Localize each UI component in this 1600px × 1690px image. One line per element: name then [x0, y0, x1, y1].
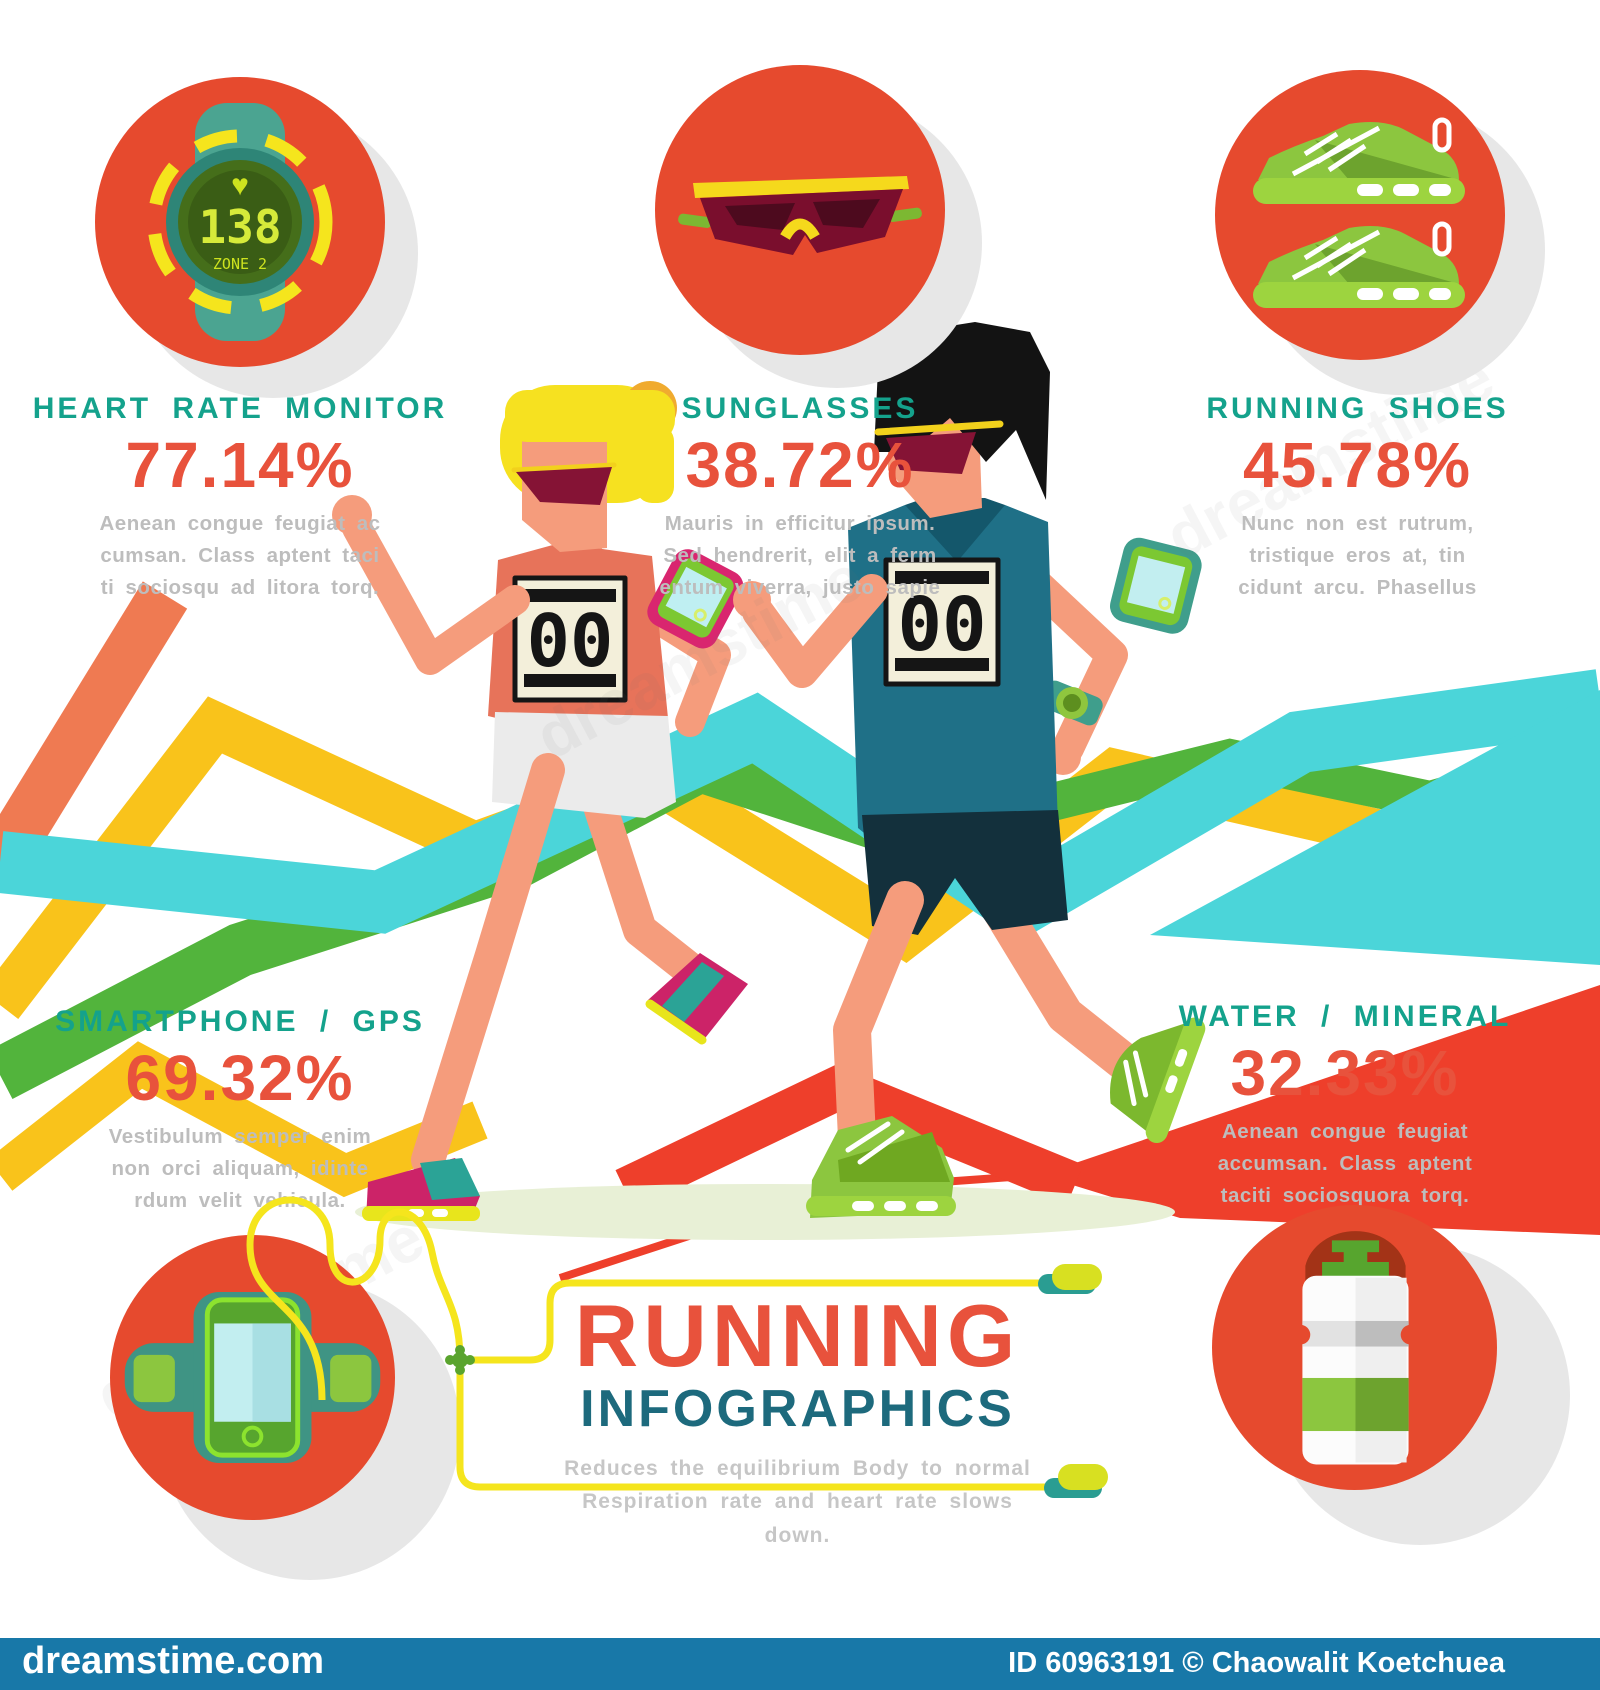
svg-text:00: 00: [527, 599, 614, 683]
sunglasses-icon: [678, 176, 922, 255]
water-circle: [1212, 1205, 1497, 1490]
main-title-subtitle: Reduces the equilibrium Body to normal R…: [564, 1456, 1031, 1547]
feature-title: WATER / MINERAL: [1178, 1000, 1512, 1033]
feature-desc: Mauris in efficitur ipsum. Sed hendrerit…: [659, 512, 941, 599]
feature-title: RUNNING SHOES: [1206, 392, 1509, 425]
feature-water-mineral: WATER / MINERAL 32.33% Aenean congue feu…: [1130, 1000, 1560, 1211]
feature-heart-rate: HEART RATE MONITOR 77.14% Aenean congue …: [20, 392, 460, 603]
feature-value: 77.14%: [125, 429, 355, 501]
feature-running-shoes: RUNNING SHOES 45.78% Nunc non est rutrum…: [1150, 392, 1565, 603]
heart-rate-circle: ♥ 138 ZONE 2: [95, 77, 385, 367]
cable-splitter: [445, 1345, 475, 1375]
main-title: RUNNING INFOGRAPHICS Reduces the equilib…: [545, 1292, 1050, 1553]
feature-desc: Aenean congue feugiat ac cumsan. Class a…: [99, 512, 381, 599]
main-title-line1: RUNNING: [574, 1286, 1021, 1385]
sunglasses-circle: [655, 65, 945, 355]
feature-sunglasses: SUNGLASSES 38.72% Mauris in efficitur ip…: [600, 392, 1000, 603]
male-front-shoe: [806, 1116, 956, 1218]
ground-shadow: [355, 1184, 1175, 1240]
earbud-bottom: [1044, 1464, 1108, 1498]
watermark-bar: dreamstime.com ID 60963191 © Chaowalit K…: [0, 1638, 1600, 1690]
dreamstime-logo: dreamstime.com: [22, 1640, 325, 1682]
feature-value: 69.32%: [125, 1042, 355, 1114]
zone-readout: ZONE 2: [213, 255, 267, 273]
smartphone-armband-icon: [124, 1292, 381, 1463]
feature-value: 45.78%: [1242, 429, 1473, 501]
feature-desc: Vestibulum semper enim non orci aliquam,…: [108, 1125, 372, 1212]
running-shoes-circle: [1215, 70, 1505, 360]
heart-rate-watch-icon: ♥ 138 ZONE 2: [147, 103, 333, 341]
image-credit: ID 60963191 © Chaowalit Koetchuea: [1008, 1647, 1505, 1679]
feature-title: SUNGLASSES: [681, 392, 919, 425]
earbud-top: [1038, 1264, 1102, 1294]
feature-value: 38.72%: [685, 429, 915, 501]
running-shoes-icon: [1253, 117, 1465, 308]
main-title-line2: INFOGRAPHICS: [580, 1380, 1015, 1438]
feature-title: HEART RATE MONITOR: [32, 392, 448, 425]
feature-desc: Nunc non est rutrum, tristique eros at, …: [1238, 512, 1477, 599]
feature-value: 32.33%: [1230, 1037, 1460, 1109]
water-bottle-icon: [1290, 1231, 1421, 1465]
feature-smartphone-gps: SMARTPHONE / GPS 69.32% Vestibulum sempe…: [30, 1005, 450, 1216]
smartphone-circle: [110, 1235, 395, 1520]
male-watch: [1041, 680, 1103, 726]
bpm-readout: 138: [198, 200, 281, 254]
heart-icon: ♥: [231, 169, 249, 202]
feature-title: SMARTPHONE / GPS: [55, 1005, 425, 1038]
feature-desc: Aenean congue feugiat accumsan. Class ap…: [1217, 1120, 1473, 1207]
